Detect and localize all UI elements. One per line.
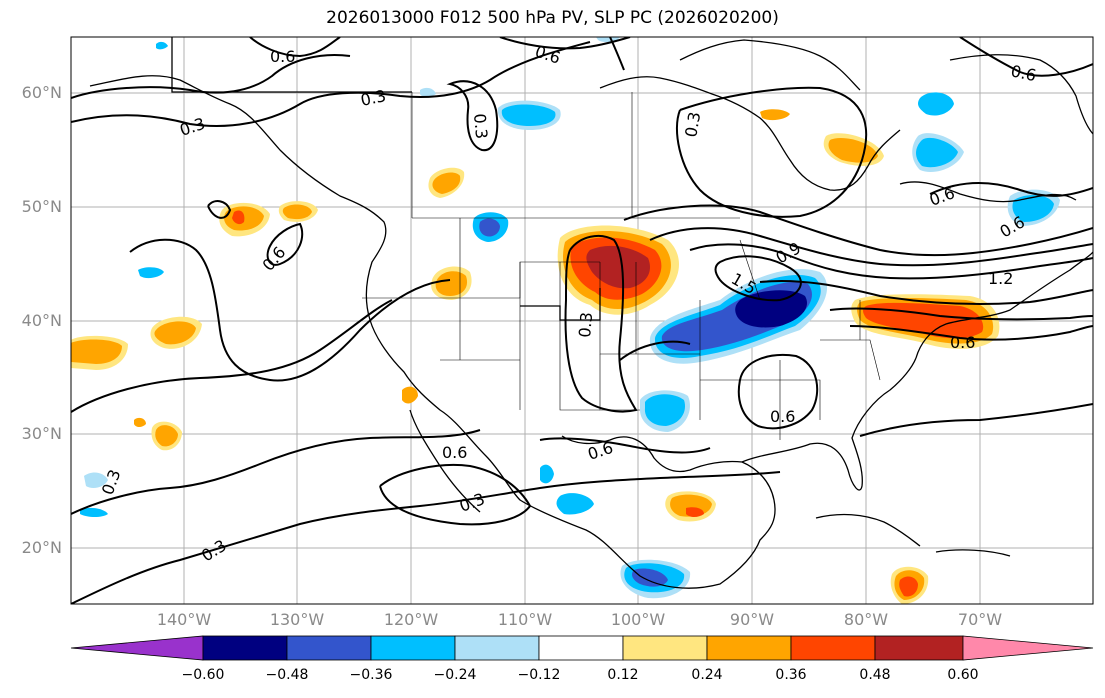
contour-label: 0.6 [259, 243, 290, 275]
colorbar-extend-max [962, 635, 1094, 661]
lat-label-20n: 20°N [21, 538, 62, 557]
colorbar-bin [874, 635, 964, 661]
graticule [71, 37, 1093, 604]
lat-label-30n: 30°N [21, 424, 62, 443]
lat-label-40n: 40°N [21, 311, 62, 330]
contour-label: 0.6 [997, 212, 1029, 241]
colorbar-extend-min [70, 635, 204, 661]
contour-label: 0.3 [359, 86, 388, 110]
contour-label: 0.3 [681, 110, 704, 138]
contour-label: 1.2 [988, 269, 1013, 288]
contour-label: 1.5 [728, 269, 760, 298]
contour-label: 0.6 [927, 183, 957, 210]
colorbar-bin [706, 635, 792, 661]
contour-label: 0.3 [575, 311, 596, 338]
contour-label: 0.6 [533, 42, 563, 68]
contour-label: 0.6 [442, 443, 467, 462]
lat-label-50n: 50°N [21, 197, 62, 216]
lon-label-80w: 80°W [843, 610, 889, 629]
lon-label-100w: 100°W [610, 610, 666, 629]
colorbar-bin [370, 635, 456, 661]
colorbar-tick: 0.24 [691, 667, 723, 683]
lon-label-90w: 90°W [729, 610, 775, 629]
contour-label: 0.9 [773, 238, 805, 267]
contour-label: 0.3 [177, 114, 207, 140]
lon-label-130w: 130°W [269, 610, 325, 629]
pv-negative-trough [649, 269, 828, 364]
colorbar-tick: 0.48 [859, 667, 891, 683]
colorbar-bin [286, 635, 372, 661]
colorbar-tick: −0.12 [517, 667, 561, 683]
lon-label-140w: 140°W [156, 610, 212, 629]
colorbar-tick: 0.12 [607, 667, 639, 683]
slp-contours [71, 37, 1093, 604]
lon-label-110w: 110°W [497, 610, 553, 629]
contour-labels: 0.6 0.6 0.6 0.3 0.3 0.3 0.3 0.6 0.3 1.5 … [98, 42, 1038, 566]
contour-label: 0.6 [585, 438, 615, 464]
lat-label-60n: 60°N [21, 83, 62, 102]
colorbar-tick: 0.60 [947, 667, 979, 683]
contour-label: 0.3 [198, 536, 230, 566]
colorbar-tick: −0.48 [265, 667, 309, 683]
pv-shading [71, 37, 1060, 604]
contour-label: 0.6 [270, 47, 295, 66]
colorbar [70, 635, 1094, 661]
contour-label: 0.6 [770, 407, 795, 426]
contour-label: 0.3 [98, 467, 125, 497]
contour-label: 0.3 [470, 113, 491, 140]
contour-label: 0.6 [950, 333, 975, 352]
colorbar-tick: −0.60 [181, 667, 225, 683]
colorbar-bin [454, 635, 540, 661]
pv-positive-plains [557, 225, 680, 315]
contour-label: 0.3 [457, 489, 487, 516]
colorbar-tick: −0.36 [349, 667, 393, 683]
contour-label: 0.6 [1009, 61, 1038, 85]
colorbar-bin [202, 635, 288, 661]
colorbar-bin [538, 635, 624, 661]
map-title: 2026013000 F012 500 hPa PV, SLP PC (2026… [326, 8, 779, 28]
map-frame [70, 36, 1094, 605]
colorbar-bin [622, 635, 708, 661]
lon-label-120w: 120°W [383, 610, 439, 629]
state-borders [362, 92, 881, 440]
colorbar-tick: −0.24 [433, 667, 477, 683]
pv-positive-eastcoast [851, 294, 1000, 349]
colorbar-tick: 0.36 [775, 667, 807, 683]
colorbar-bin [790, 635, 876, 661]
coastlines [89, 37, 1093, 589]
lon-label-70w: 70°W [957, 610, 1003, 629]
